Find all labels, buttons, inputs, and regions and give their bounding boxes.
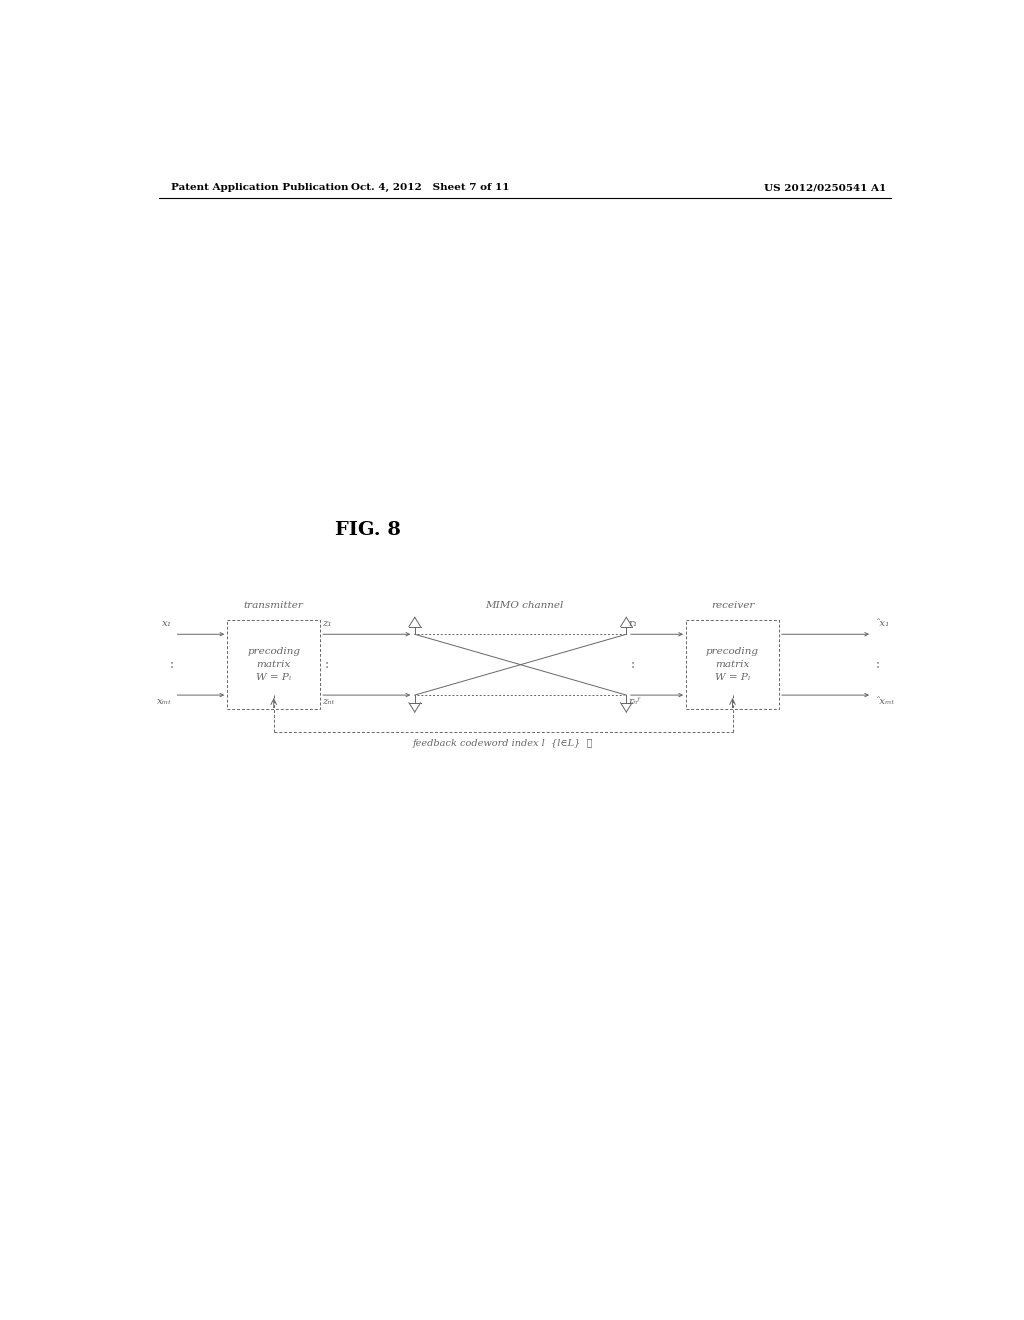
Text: :: : <box>877 659 881 671</box>
Text: ˆxₘₜ: ˆxₘₜ <box>874 697 894 706</box>
Text: W = Pₗ: W = Pₗ <box>256 673 292 682</box>
Bar <box>227 620 321 709</box>
Text: matrix: matrix <box>257 660 291 669</box>
Text: FIG. 8: FIG. 8 <box>335 520 401 539</box>
Text: MIMO channel: MIMO channel <box>485 601 564 610</box>
Text: transmitter: transmitter <box>244 601 304 610</box>
Text: ˆx₁: ˆx₁ <box>874 619 890 628</box>
Bar <box>686 620 779 709</box>
Text: zₙₜ: zₙₜ <box>323 697 335 706</box>
Text: receiver: receiver <box>711 601 755 610</box>
Text: x₁: x₁ <box>162 619 172 628</box>
Text: :: : <box>170 659 174 671</box>
Text: matrix: matrix <box>716 660 750 669</box>
Text: xₘₜ: xₘₜ <box>158 697 172 706</box>
Text: rₙᶠ: rₙᶠ <box>629 697 640 706</box>
Text: precoding: precoding <box>706 647 759 656</box>
Text: precoding: precoding <box>247 647 300 656</box>
Text: Patent Application Publication: Patent Application Publication <box>171 183 348 193</box>
Text: Oct. 4, 2012   Sheet 7 of 11: Oct. 4, 2012 Sheet 7 of 11 <box>351 183 510 193</box>
Text: feedback codeword index l  {l∈L}  ⋯: feedback codeword index l {l∈L} ⋯ <box>413 739 593 748</box>
Text: z₁: z₁ <box>323 619 332 628</box>
Text: W = Pₗ: W = Pₗ <box>715 673 751 682</box>
Text: US 2012/0250541 A1: US 2012/0250541 A1 <box>764 183 886 193</box>
Text: r₁: r₁ <box>629 619 638 628</box>
Text: :: : <box>631 659 635 671</box>
Text: :: : <box>325 659 329 671</box>
